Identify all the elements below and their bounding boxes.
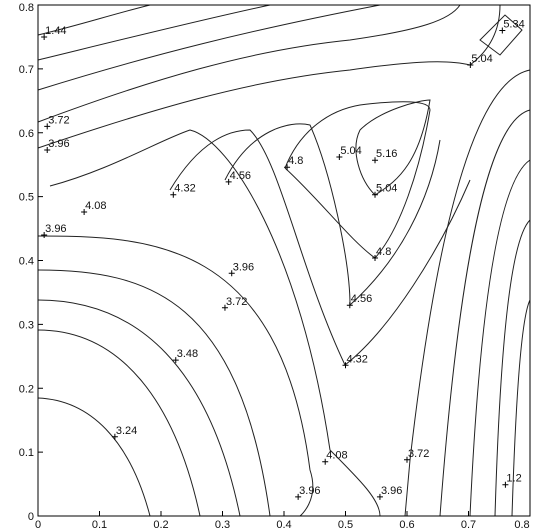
contour-line [37,4,381,91]
contour-label: 3.96 [233,261,254,273]
contour-label-marker [502,481,509,488]
contour-label: 3.72 [226,296,247,308]
contour-line [37,4,461,123]
contour-label-marker [221,304,228,311]
y-tick-label: 0.8 [19,2,34,14]
x-tick-label: 0 [35,519,41,531]
contour-label: 3.24 [116,425,137,437]
contour-line [479,14,523,56]
contour-line [37,397,151,517]
y-tick-label: 0.3 [19,319,34,331]
plot-frame [37,4,531,517]
contour-label-marker [44,146,51,153]
y-tick-label: 0.1 [19,447,34,459]
contour-label: 5.04 [340,145,361,157]
contour-label: 3.72 [408,448,429,460]
contour-line [355,99,431,196]
contour-line [49,129,381,517]
contour-label-marker [467,62,474,69]
y-tick-label: 0 [28,511,34,523]
x-tick-label: 0.2 [153,519,168,531]
contour-line [511,299,531,517]
contour-label: 4.8 [288,155,303,167]
x-tick-label: 0.3 [215,519,230,531]
contour-line [494,219,531,517]
contour-label: 4.32 [347,353,368,365]
contour-label-marker [170,191,177,198]
contour-line [469,159,531,517]
contour-label-marker [225,178,232,185]
contour-label: 3.96 [48,138,69,150]
contour-label: 5.16 [376,148,397,160]
contour-line [37,4,271,61]
contour-label-marker [372,191,379,198]
contour-label: 4.56 [230,170,251,182]
contour-label-marker [228,270,235,277]
y-tick-label: 0.2 [19,383,34,395]
x-tick-label: 0.4 [276,519,291,531]
y-tick-label: 0.7 [19,64,34,76]
x-tick-label: 0.6 [399,519,414,531]
contour-label-marker [172,357,179,364]
contour-line [169,129,471,366]
contour-line [37,329,201,517]
contour-label-marker [404,456,410,463]
contour-line [37,269,271,517]
x-tick-label: 0.7 [461,519,476,531]
contour-line [224,123,441,307]
y-tick-label: 0.5 [19,192,34,204]
contour-label: 3.96 [299,485,320,497]
contour-label-marker [41,231,48,238]
x-tick-label: 0.8 [514,519,529,531]
contour-label: 5.04 [376,183,397,195]
contour-label-marker [336,154,343,161]
contour-label-marker [342,362,349,369]
y-tick-label: 0.6 [19,128,34,140]
contour-line [37,4,501,149]
contour-line [284,101,431,259]
contour-line [37,4,151,36]
x-tick-label: 0.1 [92,519,107,531]
contour-label: 4.32 [174,183,195,195]
contour-label-marker [372,254,379,261]
contour-label-marker [322,458,329,465]
contour-label: 1.2 [506,473,521,485]
contour-label: 4.56 [351,293,372,305]
contour-label-marker [41,33,48,40]
contour-label: 4.08 [85,200,106,212]
contour-line [439,109,531,517]
contour-label: 3.48 [177,348,198,360]
contour-line [404,69,531,517]
x-tick-label: 0.5 [338,519,353,531]
y-tick-label: 0.4 [19,256,34,268]
contour-lines [37,4,531,517]
contour-label-marker [499,27,506,34]
contour-label: 5.34 [503,19,524,31]
contour-line [37,299,241,517]
contour-label: 4.8 [376,246,391,258]
contour-label: 3.72 [48,114,69,126]
contour-label: 4.08 [326,450,347,462]
contour-label: 3.96 [45,223,66,235]
contour-label-marker [44,123,51,130]
contour-label-marker [372,157,379,164]
contour-label-marker [284,164,291,171]
contour-label: 5.04 [471,53,492,65]
contour-label-marker [295,493,302,500]
contour-label-marker [81,208,88,215]
contour-label-marker [346,302,353,309]
contour-label-marker [111,433,118,440]
contour-line [37,235,314,517]
contour-label: 1.44 [45,25,66,37]
contour-label-marker [376,493,383,500]
contour-label: 3.96 [381,485,402,497]
